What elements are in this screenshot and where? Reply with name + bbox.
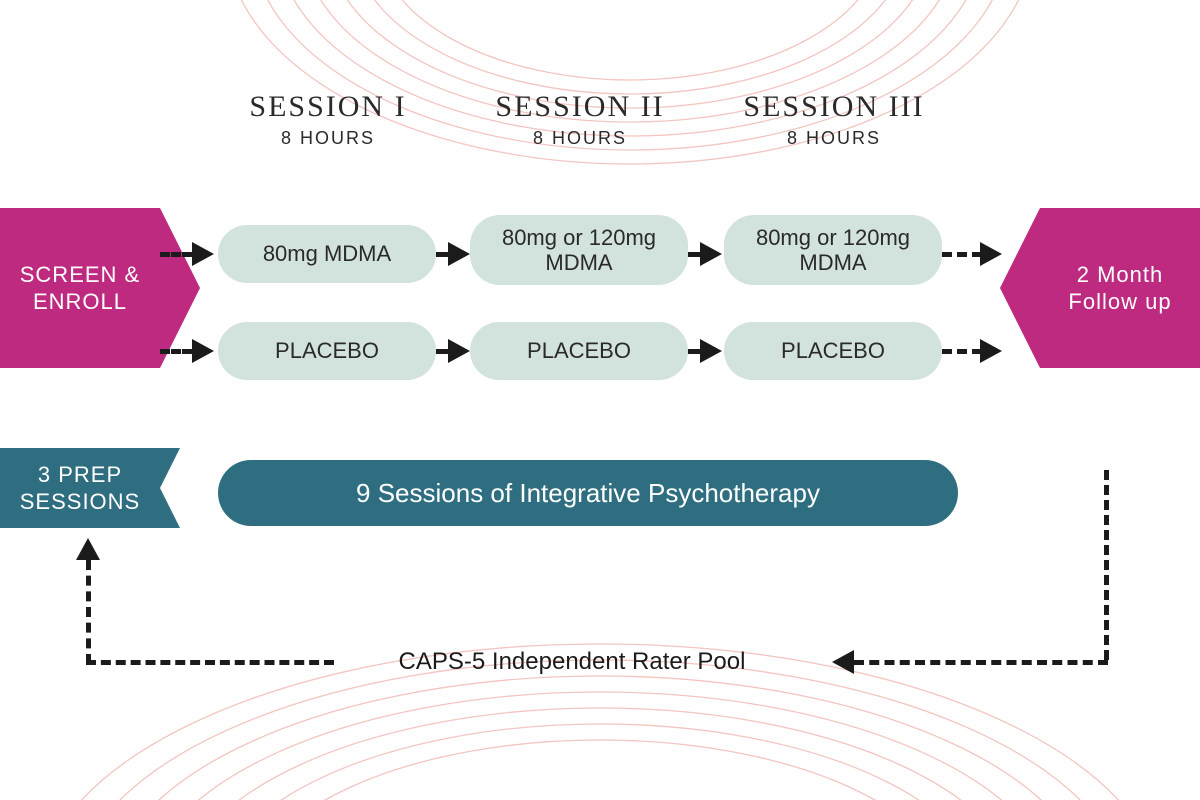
mdma-dose-1: 80mg MDMA — [218, 225, 436, 283]
screen-enroll-block: SCREEN & ENROLL — [0, 208, 160, 368]
wave-decoration-bottom — [0, 600, 1200, 800]
caps5-label: CAPS-5 Independent Rater Pool — [342, 648, 802, 676]
loop-up — [86, 560, 91, 664]
arrowhead-plc-0 — [192, 339, 214, 363]
session-3-title: SESSION III — [714, 90, 954, 124]
arrowhead-mdma-3 — [980, 242, 1002, 266]
followup-block: 2 Month Follow up — [1040, 208, 1200, 368]
arrow-plc-0 — [160, 349, 192, 354]
arrowhead-loop-1 — [832, 650, 854, 674]
session-1-title: SESSION I — [208, 90, 448, 124]
arrowhead-mdma-0 — [192, 242, 214, 266]
arrowhead-loop-2 — [76, 538, 100, 560]
session-2-duration: 8 HOURS — [460, 128, 700, 149]
arrowhead-mdma-2 — [700, 242, 722, 266]
session-1-duration: 8 HOURS — [208, 128, 448, 149]
placebo-1: PLACEBO — [218, 322, 436, 380]
loop-across-right — [854, 660, 1108, 665]
arrow-mdma-0 — [160, 252, 192, 257]
session-3-duration: 8 HOURS — [714, 128, 954, 149]
arrowhead-plc-1 — [448, 339, 470, 363]
arrowhead-plc-2 — [700, 339, 722, 363]
arrowhead-plc-3 — [980, 339, 1002, 363]
mdma-dose-2: 80mg or 120mg MDMA — [470, 215, 688, 285]
loop-down — [1104, 470, 1109, 660]
session-2-title: SESSION II — [460, 90, 700, 124]
prep-sessions-block: 3 PREP SESSIONS — [0, 448, 160, 528]
placebo-3: PLACEBO — [724, 322, 942, 380]
loop-across-left — [86, 660, 334, 665]
arrowhead-mdma-1 — [448, 242, 470, 266]
mdma-dose-3: 80mg or 120mg MDMA — [724, 215, 942, 285]
placebo-2: PLACEBO — [470, 322, 688, 380]
integrative-psychotherapy-pill: 9 Sessions of Integrative Psychotherapy — [218, 460, 958, 526]
arrow-plc-3 — [942, 349, 982, 354]
arrow-mdma-3 — [942, 252, 982, 257]
